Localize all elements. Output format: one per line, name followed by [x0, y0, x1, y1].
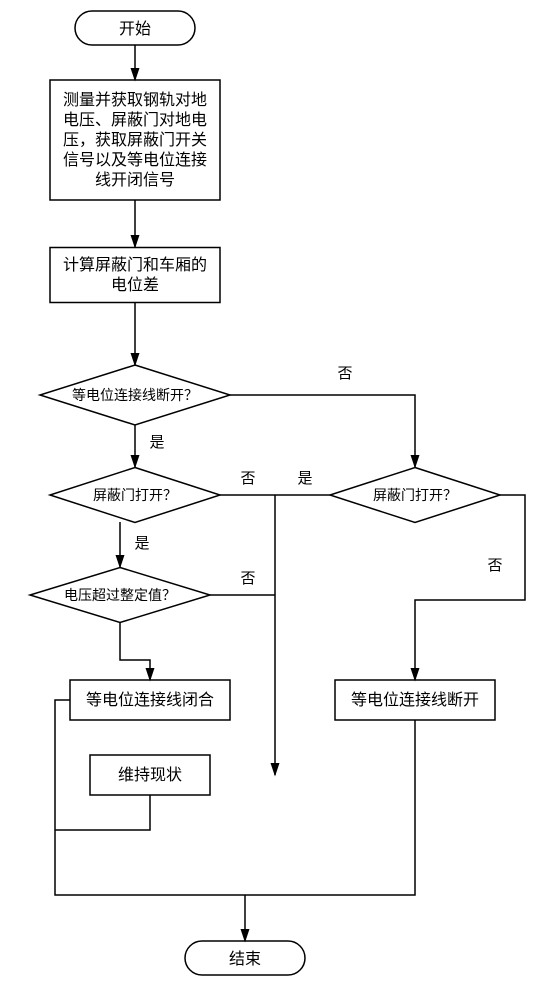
process-text: 电位差: [111, 276, 159, 294]
decision-label: 电压超过整定值？: [64, 587, 176, 603]
process-text: 信号以及等电位连接: [63, 151, 207, 169]
edge: [55, 795, 150, 830]
process-text: 线开闭信号: [95, 171, 175, 189]
edge-label: 否: [240, 570, 255, 587]
process-box: [50, 248, 220, 303]
edge: [245, 720, 415, 895]
edge-label: 否: [240, 470, 255, 487]
process-text: 等电位连接线断开: [351, 691, 479, 709]
process-text: 测量并获取钢轨对地: [63, 91, 207, 109]
terminator-label: 开始: [119, 20, 151, 38]
edge: [415, 495, 525, 680]
process-text: 电压、屏蔽门对地电: [63, 111, 207, 129]
edge: [230, 395, 415, 467]
edge-label: 否: [487, 557, 502, 574]
decision-label: 屏蔽门打开？: [93, 487, 177, 503]
edge-label: 是: [297, 470, 312, 487]
flowchart-canvas: 开始测量并获取钢轨对地电压、屏蔽门对地电压，获取屏蔽门开关信号以及等电位连接线开…: [0, 0, 552, 1000]
edge: [120, 622, 150, 680]
edge-label: 否: [337, 365, 352, 382]
process-text: 计算屏蔽门和车厢的: [63, 255, 207, 274]
decision-label: 屏蔽门打开？: [373, 487, 457, 503]
process-text: 等电位连接线闭合: [86, 691, 214, 709]
decision-label: 等电位连接线断开？: [72, 387, 198, 403]
edge-label: 是: [149, 434, 164, 451]
terminator-label: 结束: [229, 950, 261, 968]
process-text: 压，获取屏蔽门开关: [63, 131, 207, 149]
edge-label: 是: [134, 535, 149, 552]
process-text: 维持现状: [118, 766, 182, 784]
